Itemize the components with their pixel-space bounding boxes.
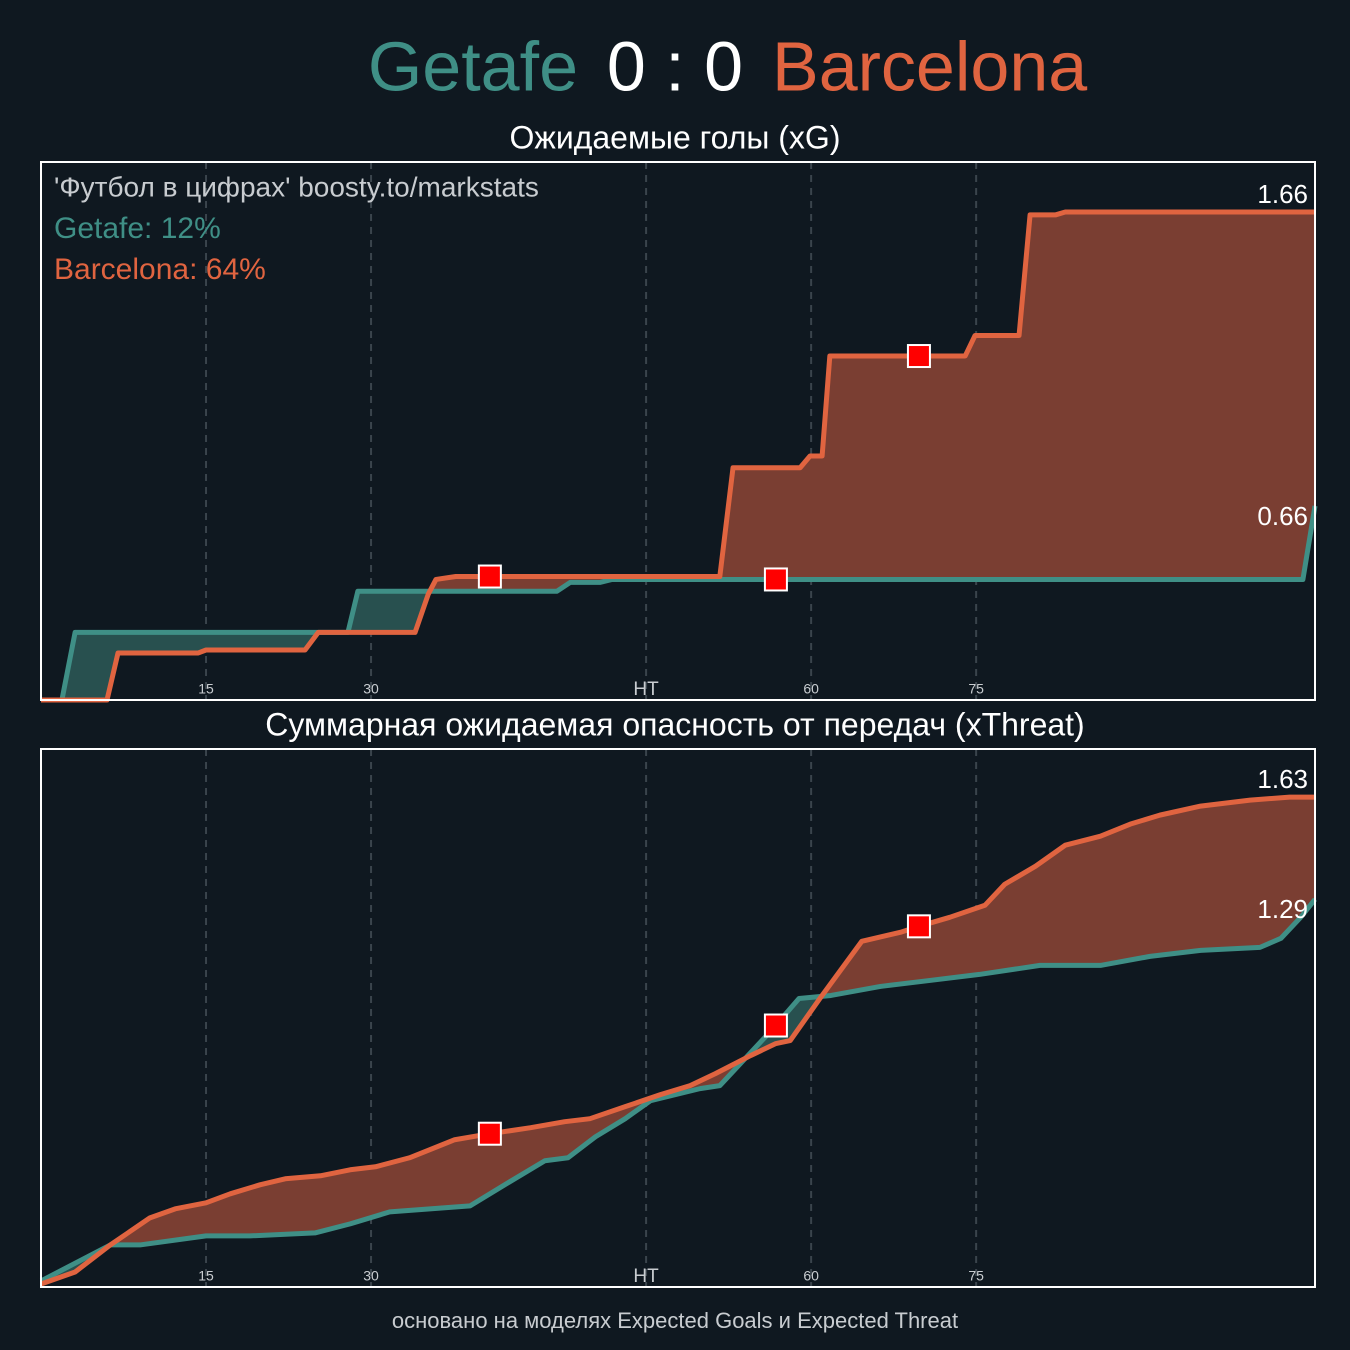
x-tick-label: 75 bbox=[968, 681, 984, 697]
panel-frame bbox=[40, 161, 1316, 701]
annotation: Barcelona: 64% bbox=[54, 253, 266, 286]
event-marker bbox=[906, 914, 931, 939]
series-line bbox=[41, 209, 1315, 703]
event-marker bbox=[763, 1013, 788, 1038]
end-value-label: 1.66 bbox=[1257, 179, 1308, 209]
event-marker bbox=[477, 1121, 502, 1146]
score: 0 : 0 bbox=[607, 27, 743, 105]
x-tick-label: 30 bbox=[363, 681, 379, 697]
away-team: Barcelona bbox=[772, 27, 1087, 105]
x-tick-label: HT bbox=[633, 679, 659, 700]
end-value-label: 0.66 bbox=[1257, 501, 1308, 531]
series-line bbox=[40, 794, 1315, 1287]
end-value-label: 1.63 bbox=[1257, 764, 1308, 794]
footer: основано на моделях Expected Goals и Exp… bbox=[392, 1308, 958, 1333]
panel-title: Ожидаемые голы (xG) bbox=[510, 119, 841, 155]
event-marker bbox=[477, 564, 502, 589]
event-marker bbox=[763, 567, 788, 592]
panel-frame bbox=[40, 748, 1316, 1288]
home-team: Getafe bbox=[368, 27, 578, 105]
annotation: Getafe: 12% bbox=[54, 212, 221, 245]
x-tick-label: 30 bbox=[363, 1268, 379, 1284]
x-tick-label: HT bbox=[633, 1266, 659, 1287]
x-tick-label: 60 bbox=[803, 1268, 819, 1284]
annotation: 'Футбол в цифрах' boosty.to/markstats bbox=[54, 171, 539, 202]
x-tick-label: 75 bbox=[968, 1268, 984, 1284]
x-tick-label: 15 bbox=[198, 681, 214, 697]
x-tick-label: 15 bbox=[198, 1268, 214, 1284]
event-marker bbox=[906, 344, 931, 369]
series-line bbox=[39, 897, 1317, 1284]
panel-title: Суммарная ожидаемая опасность от передач… bbox=[265, 706, 1084, 742]
end-value-label: 1.29 bbox=[1257, 894, 1308, 924]
x-tick-label: 60 bbox=[803, 681, 819, 697]
series-line bbox=[41, 505, 1318, 703]
